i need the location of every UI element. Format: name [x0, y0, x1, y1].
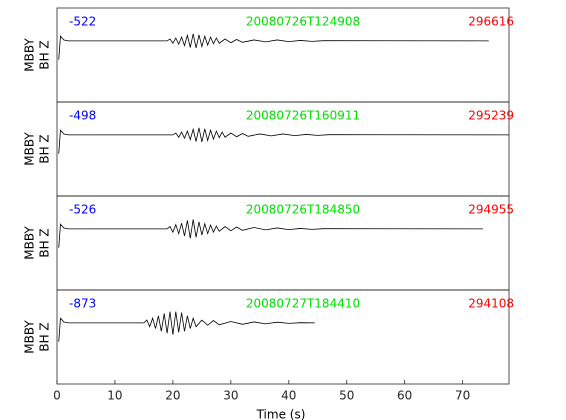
- annotation-left: -873: [69, 297, 96, 311]
- y-label: MBBY: [23, 38, 37, 72]
- trace: [58, 311, 315, 342]
- trace: [58, 33, 489, 60]
- trace: [58, 219, 483, 248]
- y-label: BH Z: [38, 322, 52, 351]
- y-label: BH Z: [38, 134, 52, 163]
- x-tick-label: 50: [339, 389, 354, 403]
- trace: [58, 127, 510, 154]
- panel-frame: [56, 289, 510, 385]
- y-label: MBBY: [23, 320, 37, 354]
- x-tick-label: 0: [53, 389, 61, 403]
- annotation-left: -526: [69, 203, 96, 217]
- annotation-left: -522: [69, 15, 96, 29]
- annotation-center: 20080726T160911: [246, 109, 360, 123]
- annotation-left: -498: [69, 109, 96, 123]
- x-tick-label: 70: [455, 389, 470, 403]
- x-tick-label: 60: [397, 389, 412, 403]
- y-label: BH Z: [38, 40, 52, 69]
- annotation-right: 295239: [468, 109, 514, 123]
- annotation-right: 296616: [468, 15, 514, 29]
- annotation-center: 20080727T184410: [246, 297, 360, 311]
- x-tick-label: 30: [223, 389, 238, 403]
- annotation-right: 294108: [468, 297, 514, 311]
- annotation-right: 294955: [468, 203, 514, 217]
- annotation-center: 20080726T124908: [246, 15, 360, 29]
- x-axis-label: Time (s): [256, 408, 306, 420]
- y-label: MBBY: [23, 226, 37, 260]
- x-tick-label: 40: [281, 389, 296, 403]
- annotation-center: 20080726T184850: [246, 203, 360, 217]
- x-tick-label: 20: [165, 389, 180, 403]
- x-tick-label: 10: [107, 389, 122, 403]
- y-label: BH Z: [38, 228, 52, 257]
- y-label: MBBY: [23, 132, 37, 166]
